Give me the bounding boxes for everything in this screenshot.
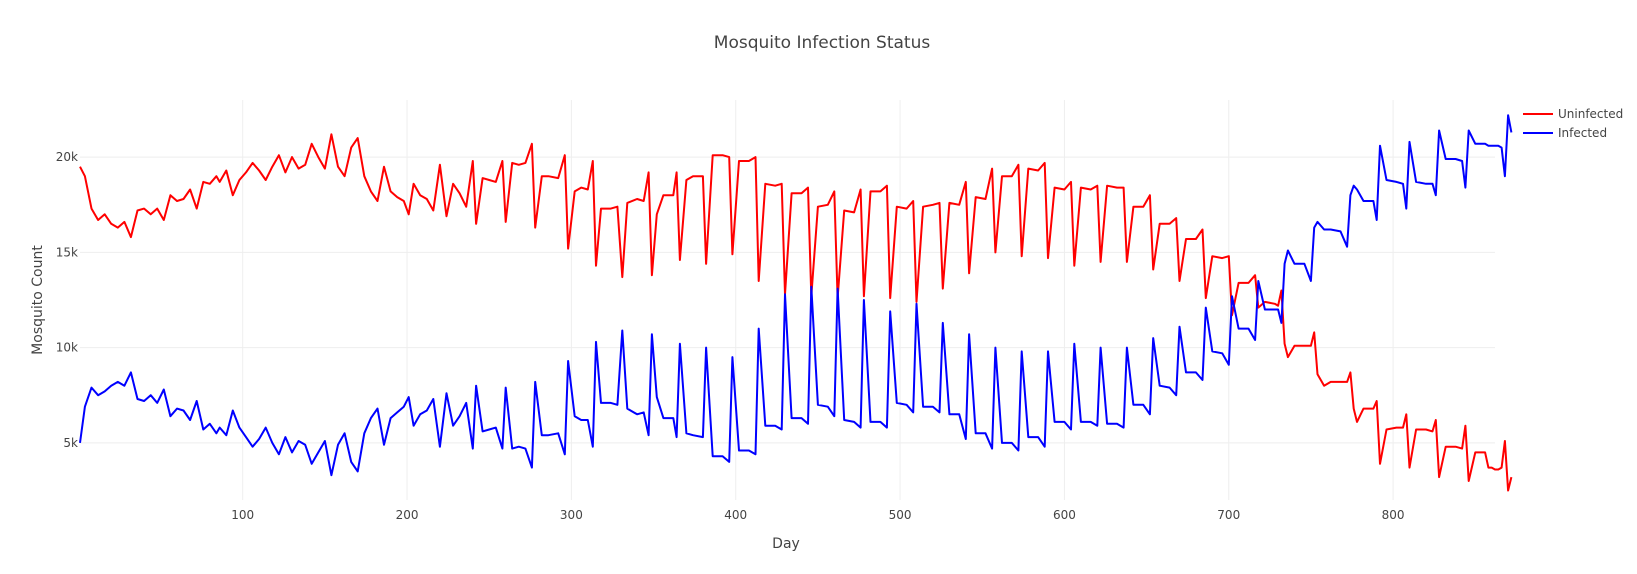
y-axis-title: Mosquito Count xyxy=(30,245,46,355)
series-line-infected xyxy=(79,114,1513,477)
series-layer xyxy=(79,114,1513,492)
y-axis-ticks: 5k 10k 15k 20k xyxy=(56,150,78,450)
x-tick-label: 300 xyxy=(560,508,583,522)
legend-item-infected[interactable]: Infected xyxy=(1523,126,1607,140)
x-axis-title: Day xyxy=(772,536,800,552)
x-tick-label: 800 xyxy=(1382,508,1405,522)
series-line-uninfected xyxy=(79,133,1513,492)
chart-title: Mosquito Infection Status xyxy=(714,33,931,53)
legend[interactable]: Uninfected Infected xyxy=(1523,107,1623,140)
legend-label: Uninfected xyxy=(1558,107,1623,121)
x-tick-label: 100 xyxy=(231,508,254,522)
legend-item-uninfected[interactable]: Uninfected xyxy=(1523,107,1623,121)
x-tick-label: 600 xyxy=(1053,508,1076,522)
x-tick-label: 200 xyxy=(396,508,419,522)
x-axis-ticks: 100 200 300 400 500 600 700 800 xyxy=(231,508,1404,522)
y-tick-label: 5k xyxy=(63,436,78,450)
y-tick-label: 10k xyxy=(56,341,78,355)
y-tick-label: 20k xyxy=(56,150,78,164)
y-tick-label: 15k xyxy=(56,245,78,259)
grid xyxy=(80,100,1495,500)
x-tick-label: 500 xyxy=(889,508,912,522)
x-tick-label: 400 xyxy=(724,508,747,522)
x-tick-label: 700 xyxy=(1217,508,1240,522)
legend-label: Infected xyxy=(1558,126,1607,140)
